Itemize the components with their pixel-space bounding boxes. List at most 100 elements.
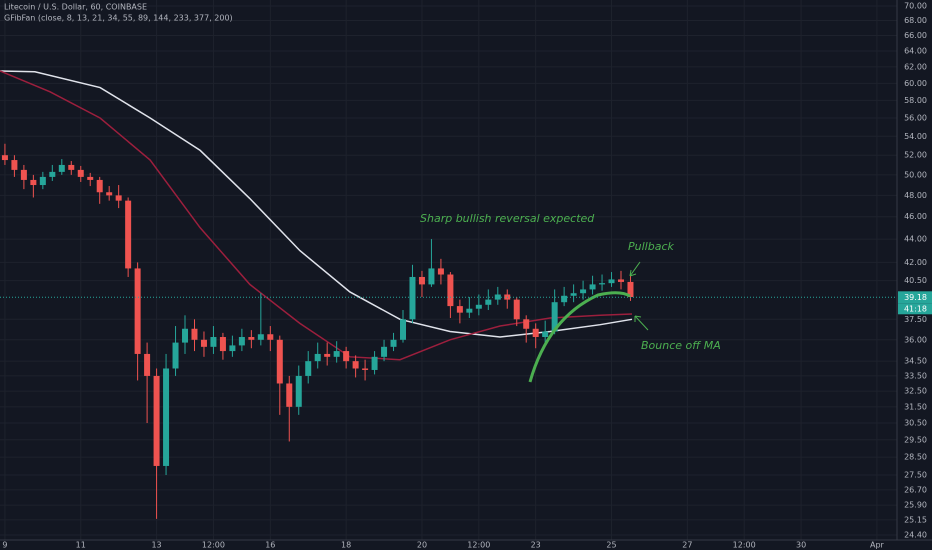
x-tick-label: 12:00 <box>202 541 225 550</box>
y-tick-label: 44.00 <box>904 235 927 244</box>
candle-body <box>229 345 236 352</box>
y-tick-label: 40.50 <box>904 276 927 285</box>
x-tick-label: 13 <box>151 541 161 550</box>
x-tick-label: 20 <box>417 541 427 550</box>
candle-body <box>324 353 331 357</box>
y-tick-label: 32.50 <box>904 387 927 396</box>
candle-body <box>248 337 255 340</box>
y-tick-label: 62.00 <box>904 62 927 71</box>
candle-body <box>371 356 378 370</box>
candle-body <box>447 274 454 307</box>
y-tick-label: 68.00 <box>904 16 927 25</box>
candle-body <box>182 328 189 343</box>
candle-body <box>163 368 170 466</box>
candle-body <box>475 304 482 309</box>
y-tick-label: 25.15 <box>904 515 927 524</box>
candle-body <box>542 331 549 338</box>
candle-body <box>295 375 302 407</box>
last-price-box <box>898 291 932 304</box>
y-tick-label: 46.00 <box>904 212 927 221</box>
candle-body <box>570 293 577 296</box>
candle-body <box>494 294 501 300</box>
candle-body <box>134 268 141 354</box>
y-tick-label: 56.00 <box>904 114 927 123</box>
candle-body <box>153 375 160 466</box>
y-tick-label: 37.50 <box>904 315 927 324</box>
annotation-curve <box>528 291 631 383</box>
candle-body <box>30 179 37 186</box>
candle-body <box>627 281 634 298</box>
candle-body <box>437 268 444 275</box>
candle-body <box>106 192 113 196</box>
y-tick-label: 34.50 <box>904 357 927 366</box>
annotation: Pullback <box>628 240 674 253</box>
candle-body <box>532 328 539 338</box>
candle-body <box>381 346 388 357</box>
candle-body <box>400 319 407 340</box>
x-tick-label: 11 <box>76 541 86 550</box>
y-tick-label: 48.00 <box>904 191 927 200</box>
candle-body <box>580 289 587 294</box>
grid <box>0 0 897 540</box>
y-tick-label: 54.00 <box>904 132 927 141</box>
y-tick-label: 28.50 <box>904 453 927 462</box>
last-price-label: 39.18 <box>904 293 927 302</box>
candle-body <box>49 171 56 177</box>
candle-body <box>144 353 151 376</box>
y-tick-label: 30.50 <box>904 419 927 428</box>
y-tick-label: 58.00 <box>904 96 927 105</box>
candle-body <box>115 195 122 201</box>
candle-body <box>314 353 321 362</box>
y-tick-label: 66.00 <box>904 31 927 40</box>
candle-body <box>428 268 435 285</box>
candle-body <box>191 328 198 340</box>
candle-body <box>238 337 245 346</box>
candle-body <box>257 334 264 340</box>
candle-body <box>200 339 207 347</box>
candle-body <box>418 276 425 285</box>
moving-average <box>0 70 633 361</box>
candle-body <box>276 339 283 384</box>
candle-body <box>20 169 27 180</box>
candle-body <box>485 299 492 305</box>
countdown-box <box>898 303 932 315</box>
x-tick-label: 23 <box>531 541 541 550</box>
y-tick-label: 42.00 <box>904 258 927 267</box>
x-tick-label: 12:00 <box>733 541 756 550</box>
annotation-arrow <box>629 261 641 277</box>
x-tick-label: 30 <box>796 541 806 550</box>
candle-body <box>343 351 350 362</box>
candle-body <box>96 179 103 193</box>
candle-body <box>286 383 293 407</box>
y-tick-label: 52.00 <box>904 151 927 160</box>
candle-body <box>456 306 463 313</box>
candle-body <box>589 284 596 290</box>
candle-body <box>551 302 558 332</box>
y-tick-label: 26.70 <box>904 485 927 494</box>
candle-body <box>523 319 530 329</box>
annotation: Bounce off MA <box>641 339 721 352</box>
candle-body <box>390 339 397 347</box>
x-tick-label: Apr <box>870 541 885 550</box>
x-tick-label: 18 <box>341 541 351 550</box>
candle-body <box>87 176 94 180</box>
candle-body <box>210 337 217 347</box>
x-tick-label: 25 <box>606 541 616 550</box>
candle-body <box>219 337 226 352</box>
y-tick-label: 25.90 <box>904 501 927 510</box>
y-tick-label: 24.40 <box>904 531 927 540</box>
annotation-arrow <box>634 315 649 331</box>
annotation: Sharp bullish reversal expected <box>420 212 595 225</box>
plot <box>0 70 634 519</box>
x-tick-label: 12:00 <box>467 541 490 550</box>
candle-body <box>39 176 46 186</box>
candle-body <box>352 361 359 369</box>
x-tick-label: 9 <box>2 541 7 550</box>
chart-title: Litecoin / U.S. Dollar, 60, COINBASE <box>4 3 147 12</box>
y-tick-label: 60.00 <box>904 79 927 88</box>
candle-body <box>172 342 179 369</box>
candle-body <box>125 200 132 269</box>
candle-body <box>618 279 624 282</box>
countdown-label: 41:18 <box>904 304 927 313</box>
